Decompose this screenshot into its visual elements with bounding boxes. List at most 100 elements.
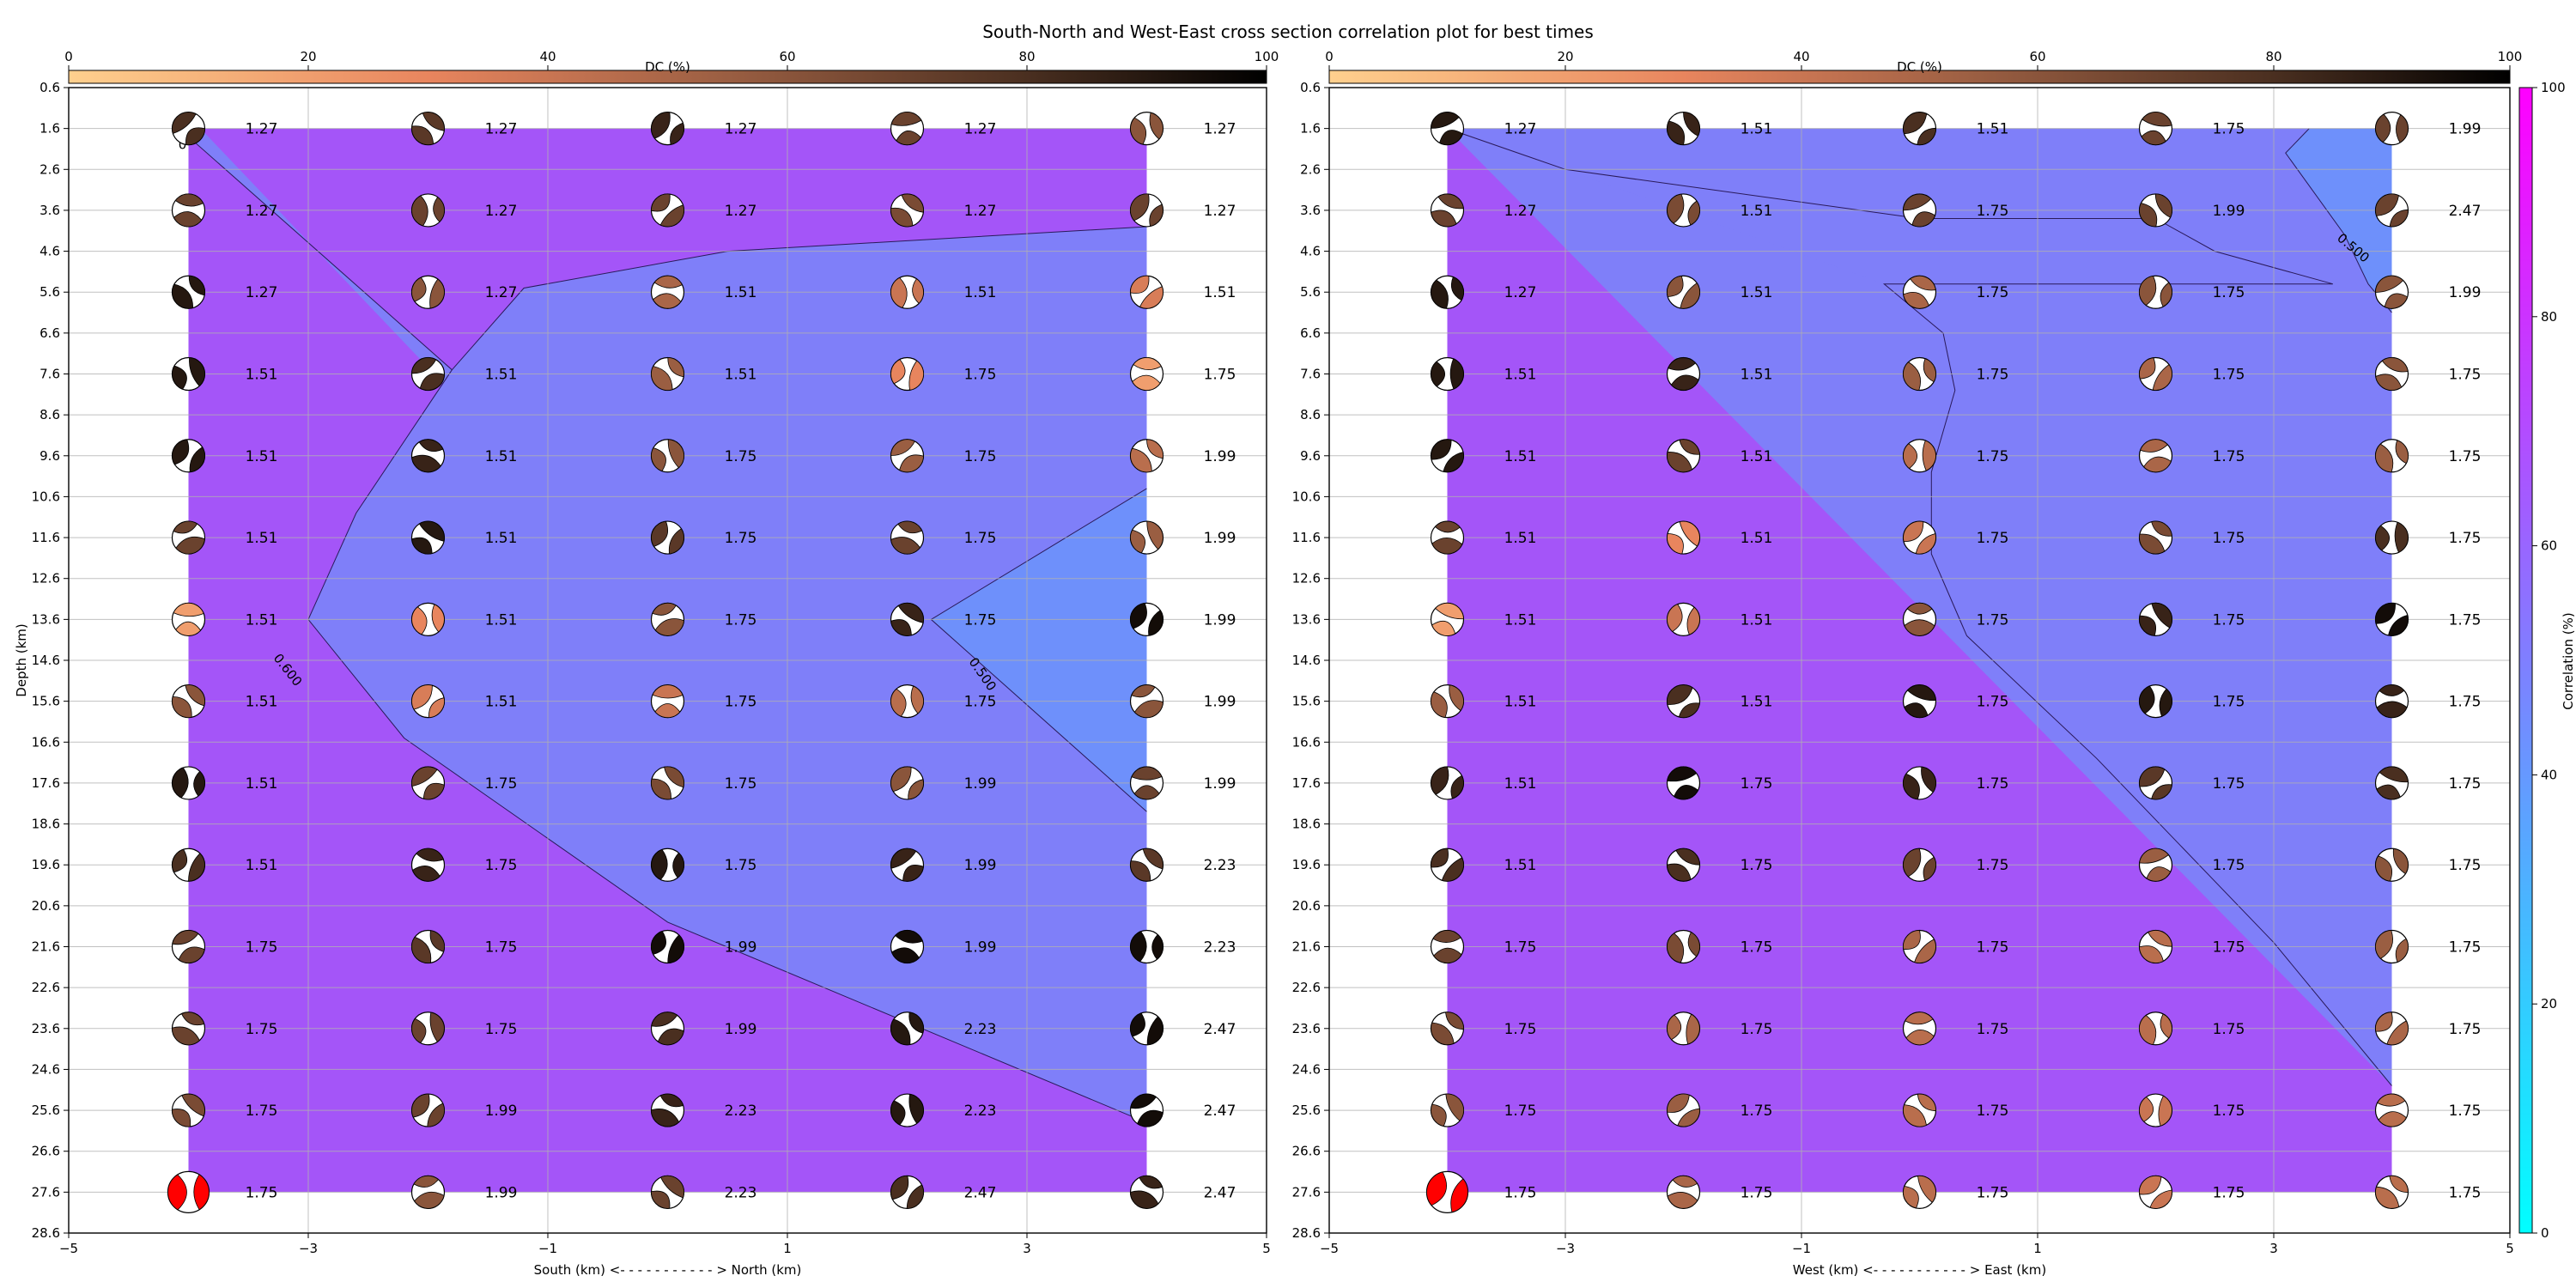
beachball (1902, 684, 1937, 719)
beachball-lobe (411, 1018, 427, 1044)
beachball-lobe (670, 122, 684, 145)
beachball-lobe (2139, 357, 2156, 380)
time-label: 1.75 (2449, 694, 2482, 711)
beachball-lobe (890, 619, 912, 636)
time-label: 1.51 (1504, 448, 1537, 465)
beachball-lobe (1432, 930, 1461, 943)
beachball-lobe (1431, 439, 1452, 460)
beachball-lobe (185, 684, 205, 707)
time-label: 1.99 (2213, 203, 2245, 220)
beachball (171, 193, 206, 228)
time-label: 1.75 (2449, 611, 2482, 629)
beachball-lobe (2381, 357, 2409, 373)
beachball-lobe (1431, 361, 1446, 387)
beachball-lobe (174, 193, 204, 207)
time-label: 1.75 (1204, 367, 1236, 384)
y-tick-label: 21.6 (32, 939, 60, 955)
beachball (1430, 275, 1465, 309)
time-label: 1.75 (1977, 611, 2009, 629)
beachball (171, 929, 206, 964)
beachball (171, 275, 206, 309)
time-label: 1.99 (485, 1184, 518, 1201)
beachball-lobe (2375, 374, 2403, 391)
beachball-lobe (414, 1191, 445, 1209)
y-tick-label: 10.6 (32, 489, 60, 504)
beachball-lobe (1449, 684, 1464, 712)
time-label: 1.75 (2213, 939, 2245, 957)
beachball-lobe (668, 528, 684, 555)
beachball (650, 1093, 685, 1127)
beachball-lobe (1130, 447, 1152, 473)
beachball-lobe (2395, 938, 2409, 963)
time-label: 1.99 (1204, 694, 1236, 711)
beachball-lobe (173, 602, 204, 617)
beachball (890, 929, 925, 964)
y-tick-label: 20.6 (1292, 898, 1321, 914)
beachball (1902, 356, 1937, 392)
time-label: 1.75 (2213, 857, 2245, 874)
beachball-lobe (2139, 685, 2155, 714)
beachball-lobe (175, 536, 205, 555)
time-label: 1.51 (1504, 694, 1537, 711)
beachball-lobe (659, 1175, 684, 1199)
beachball-lobe (2379, 766, 2409, 783)
beachball-lobe (1667, 193, 1685, 224)
time-label: 1.51 (246, 611, 278, 629)
beachball (1430, 929, 1465, 964)
beachball-lobe (1130, 275, 1150, 294)
beachball-lobe (1667, 1192, 1698, 1209)
beachball-lobe (654, 618, 684, 636)
time-label: 1.75 (2213, 121, 2245, 138)
beachball-lobe (1130, 860, 1151, 882)
time-label: 1.75 (1741, 775, 1773, 793)
time-label: 1.75 (246, 939, 278, 957)
beachball (171, 766, 206, 800)
y-tick-label: 9.6 (39, 448, 60, 464)
time-label: 1.51 (485, 530, 518, 547)
beachball-lobe (416, 848, 445, 862)
beachball (2138, 1093, 2173, 1127)
beachball-lobe (899, 454, 924, 473)
time-label: 1.27 (485, 284, 518, 301)
beachball (1666, 1093, 1701, 1127)
beachball (2374, 929, 2409, 964)
beachball-lobe (172, 112, 197, 135)
beachball-lobe (908, 1012, 924, 1034)
beachball (650, 520, 685, 555)
beachball-lobe (651, 193, 671, 212)
beachball (410, 684, 446, 719)
y-tick-label: 12.6 (1292, 571, 1321, 586)
beachball (2138, 1175, 2173, 1209)
beachball-lobe (193, 770, 205, 797)
y-tick-label: 23.6 (1292, 1021, 1321, 1036)
beachball-lobe (901, 193, 924, 213)
beachball-lobe (1910, 275, 1936, 291)
time-label: 2.23 (964, 1103, 997, 1120)
beachball-lobe (1906, 684, 1936, 702)
beachball-lobe (1450, 276, 1464, 301)
time-label: 1.99 (1204, 448, 1236, 465)
time-label: 1.51 (485, 448, 518, 465)
beachball-lobe (2379, 684, 2405, 696)
y-tick-label: 15.6 (1292, 694, 1321, 709)
beachball-lobe (1130, 1190, 1159, 1209)
dc-colorbar-tick-label: 100 (1255, 49, 1279, 64)
beachball-lobe (651, 112, 671, 139)
time-label: 2.23 (725, 1103, 757, 1120)
beachball-lobe (651, 1012, 678, 1027)
beachball (1129, 1175, 1164, 1209)
beachball (2138, 684, 2173, 719)
beachball-lobe (1445, 1012, 1464, 1030)
beachball-lobe (2395, 440, 2409, 465)
beachball (890, 766, 925, 800)
beachball (890, 439, 925, 473)
beachball (890, 112, 925, 146)
dc-colorbar-bar (68, 70, 1267, 84)
beachball (1666, 1175, 1701, 1209)
beachball (1129, 1012, 1164, 1046)
beachball-lobe (2396, 114, 2409, 143)
beachball-lobe (1922, 440, 1936, 471)
beachball-lobe (2140, 439, 2168, 453)
dc-colorbar-tick-label: 60 (2029, 49, 2045, 64)
x-tick-label: 1 (783, 1241, 792, 1256)
